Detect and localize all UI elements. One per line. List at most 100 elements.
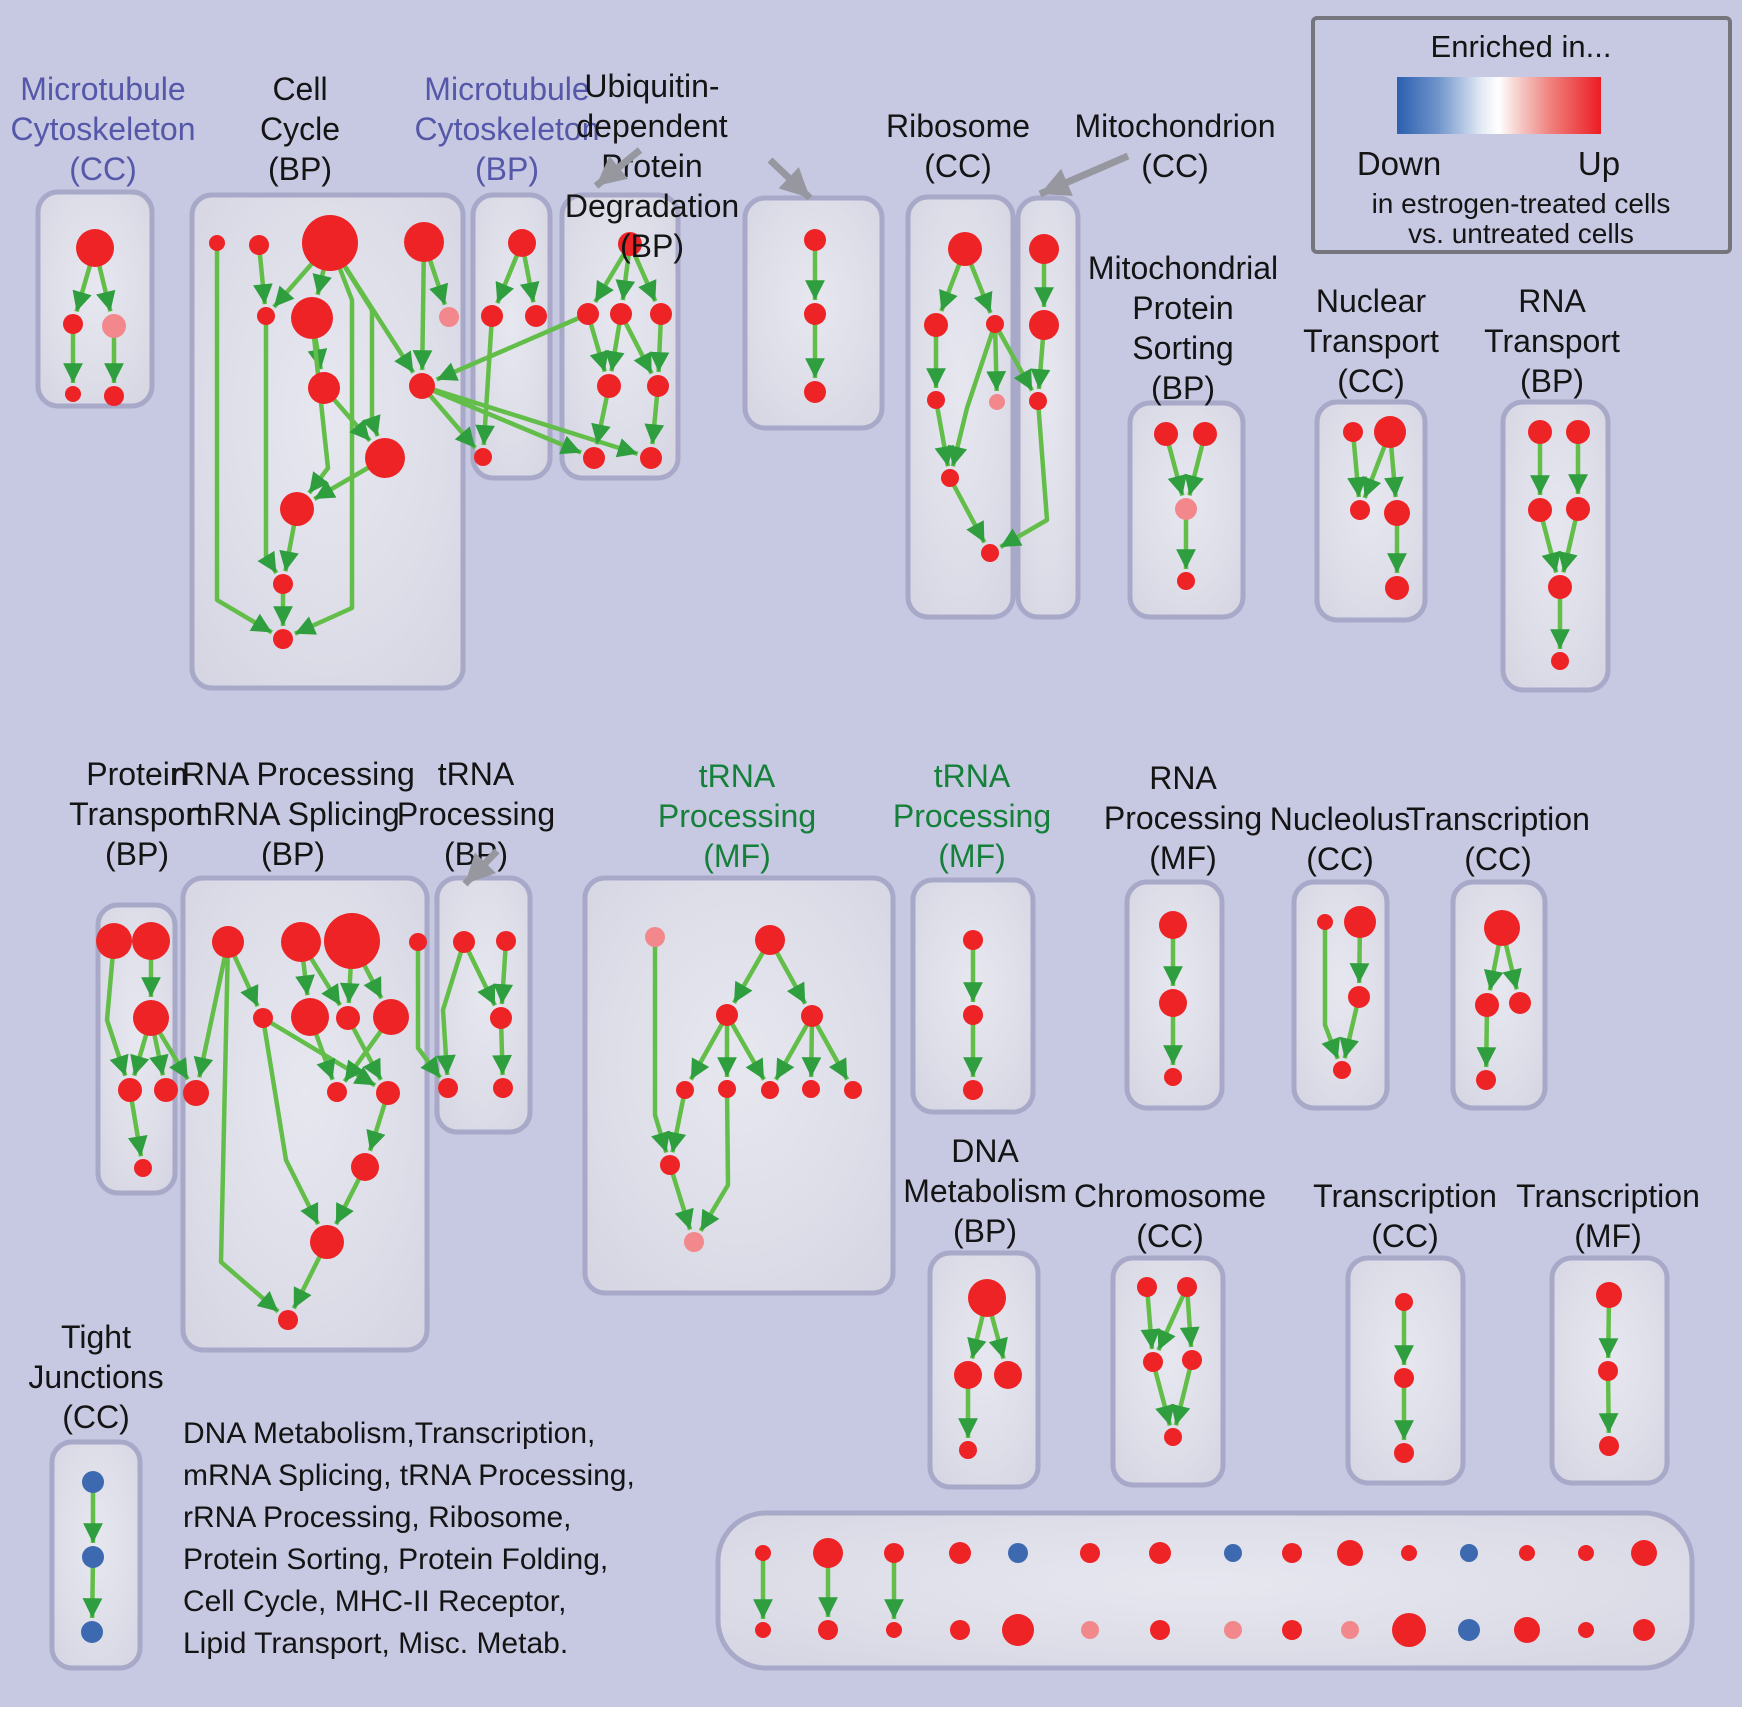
edge-arrow-u1b-ccm	[435, 311, 589, 382]
legend-box	[1311, 16, 1732, 254]
cluster-label-line: tRNA	[934, 758, 1011, 794]
go-term-node-nu1	[1317, 914, 1333, 930]
go-term-node-pt1	[96, 923, 132, 959]
go-term-node-pt4	[118, 1078, 142, 1102]
cluster-label-line: Transport	[1484, 323, 1620, 359]
cluster-box-transcription-cc-mid	[1450, 879, 1548, 1111]
edge-arrow-u1c-u1f	[618, 312, 654, 375]
go-term-node-rrx	[183, 1080, 209, 1106]
cluster-box-mitochondrion-cc	[1015, 195, 1081, 620]
go-term-node-rb6	[941, 469, 959, 487]
go-term-node-rt2	[1566, 420, 1590, 444]
edge-arrow-rb4-rb6	[933, 399, 955, 467]
go-term-node-ccg	[308, 372, 340, 404]
cluster-label-line: Nucleolus	[1270, 801, 1411, 837]
go-term-node-rt5	[1548, 575, 1572, 599]
go-term-node-tfb2	[718, 1080, 736, 1098]
cluster-label-line: Junctions	[28, 1359, 163, 1395]
footnote-line-5: Cell Cycle, MHC-II Receptor,	[183, 1585, 566, 1618]
cluster-label-line: (CC)	[1464, 841, 1532, 877]
go-term-node-tfq	[684, 1232, 704, 1252]
go-term-node-tfg	[660, 1155, 680, 1175]
edge-arrow-cce-cck	[257, 316, 279, 575]
go-term-node-bt13	[1519, 1545, 1535, 1561]
go-term-node-tb1	[453, 931, 475, 953]
cluster-label-line: (MF)	[1574, 1218, 1642, 1254]
go-term-node-tb5	[493, 1078, 513, 1098]
edge-arrow-tfm2-tfb3	[773, 1014, 814, 1081]
go-term-node-rra3	[324, 913, 380, 969]
edge-arrow-ccm-u1g	[421, 383, 582, 455]
cluster-label-line: Chromosome	[1074, 1178, 1266, 1214]
go-term-node-ccb	[249, 235, 269, 255]
go-term-node-nt5	[1385, 576, 1409, 600]
go-term-node-ccf	[291, 297, 333, 339]
go-term-node-rt3	[1528, 498, 1552, 522]
go-term-node-bt14	[1578, 1545, 1594, 1561]
footnote-line-4: Protein Sorting, Protein Folding,	[183, 1543, 608, 1576]
go-term-node-cck	[273, 574, 293, 594]
cluster-label-21: Tight Junctions (CC)	[28, 1319, 163, 1435]
edge-arrow-cca-ccl	[214, 243, 273, 635]
cluster-label-12: tRNA Processing (MF)	[658, 758, 816, 874]
cluster-label-line: (BP)	[1520, 363, 1584, 399]
go-term-node-t2c	[1394, 1443, 1414, 1463]
cluster-label-line: (BP)	[475, 151, 539, 187]
go-term-node-bb8	[1224, 1621, 1242, 1639]
go-term-node-tb3	[490, 1007, 512, 1029]
footnote-list: DNA Metabolism,Transcription, mRNA Splic…	[183, 1417, 635, 1660]
go-term-node-rb4	[927, 391, 945, 409]
cluster-label-2: Microtubule Cytoskeleton (BP)	[415, 71, 600, 187]
edge-arrow-tb2-tb3	[493, 940, 514, 1005]
go-term-node-bb15	[1633, 1619, 1655, 1641]
edge-arrow-rb3-mo3	[993, 322, 1035, 392]
go-term-node-rrc2	[376, 1081, 400, 1105]
cluster-box-chromosome-cc	[1110, 1255, 1226, 1488]
go-term-node-pt5	[154, 1078, 178, 1102]
cluster-label-line: Sorting	[1132, 330, 1233, 366]
cluster-label-19: Transcription (CC)	[1313, 1178, 1497, 1254]
go-term-node-rb3	[986, 315, 1004, 333]
go-term-node-tfb3	[761, 1081, 779, 1099]
cluster-label-line: Transport	[1303, 323, 1439, 359]
cluster-label-line: (CC)	[1136, 1218, 1204, 1254]
go-term-node-cci	[365, 438, 405, 478]
go-term-node-bb3	[886, 1622, 902, 1638]
edge-arrow-tfp-tfg	[651, 937, 671, 1154]
edge-arrow-ch2-ch3	[1156, 1286, 1190, 1352]
edge-arrow-nu1-nu4	[1321, 922, 1341, 1060]
go-term-node-bt9	[1282, 1543, 1302, 1563]
legend: Enriched in... Down Up in estrogen-treat…	[1311, 16, 1732, 254]
go-term-node-u2b	[804, 303, 826, 325]
go-term-node-tj1	[82, 1471, 104, 1493]
cluster-label-6: Mitochondrial Protein Sorting (BP)	[1088, 250, 1278, 406]
go-term-node-bt6	[1080, 1543, 1100, 1563]
edge-arrow-ch4-ch5	[1171, 1359, 1195, 1426]
go-term-node-rra2	[281, 922, 321, 962]
cluster-label-line: Processing	[658, 798, 816, 834]
go-term-node-rrb4	[373, 999, 409, 1035]
cluster-label-line: (BP)	[261, 836, 325, 872]
go-term-node-bt2	[813, 1538, 843, 1568]
go-term-node-mtcc4	[65, 386, 81, 402]
cluster-label-line: Transport	[69, 796, 205, 832]
go-term-node-rp1	[1159, 911, 1187, 939]
cluster-label-line: Cytoskeleton	[11, 111, 196, 147]
go-term-node-rt4	[1566, 497, 1590, 521]
go-term-node-nu2	[1344, 906, 1376, 938]
cluster-label-line: tRNA	[438, 756, 515, 792]
go-term-node-bb11	[1392, 1613, 1426, 1647]
cluster-label-line: Transcription	[1313, 1178, 1497, 1214]
edge-arrow-ch2-ch4	[1179, 1286, 1200, 1348]
cluster-box-mixed-terms-strip	[715, 1510, 1695, 1671]
go-term-node-t1c	[1509, 992, 1531, 1014]
cluster-label-line: Processing	[397, 796, 555, 832]
cluster-label-10: rRNA Processing mRNA Splicing (BP)	[171, 756, 415, 872]
go-term-node-ms1	[1154, 422, 1178, 446]
edge-arrow-t3b-t3c	[1598, 1370, 1619, 1434]
edge-arrow-mb2-mb4	[475, 315, 495, 446]
cluster-label-line: Cycle	[260, 111, 340, 147]
go-term-node-cch	[439, 307, 459, 327]
go-term-node-cce	[257, 307, 275, 325]
go-term-node-tb2	[496, 931, 516, 951]
